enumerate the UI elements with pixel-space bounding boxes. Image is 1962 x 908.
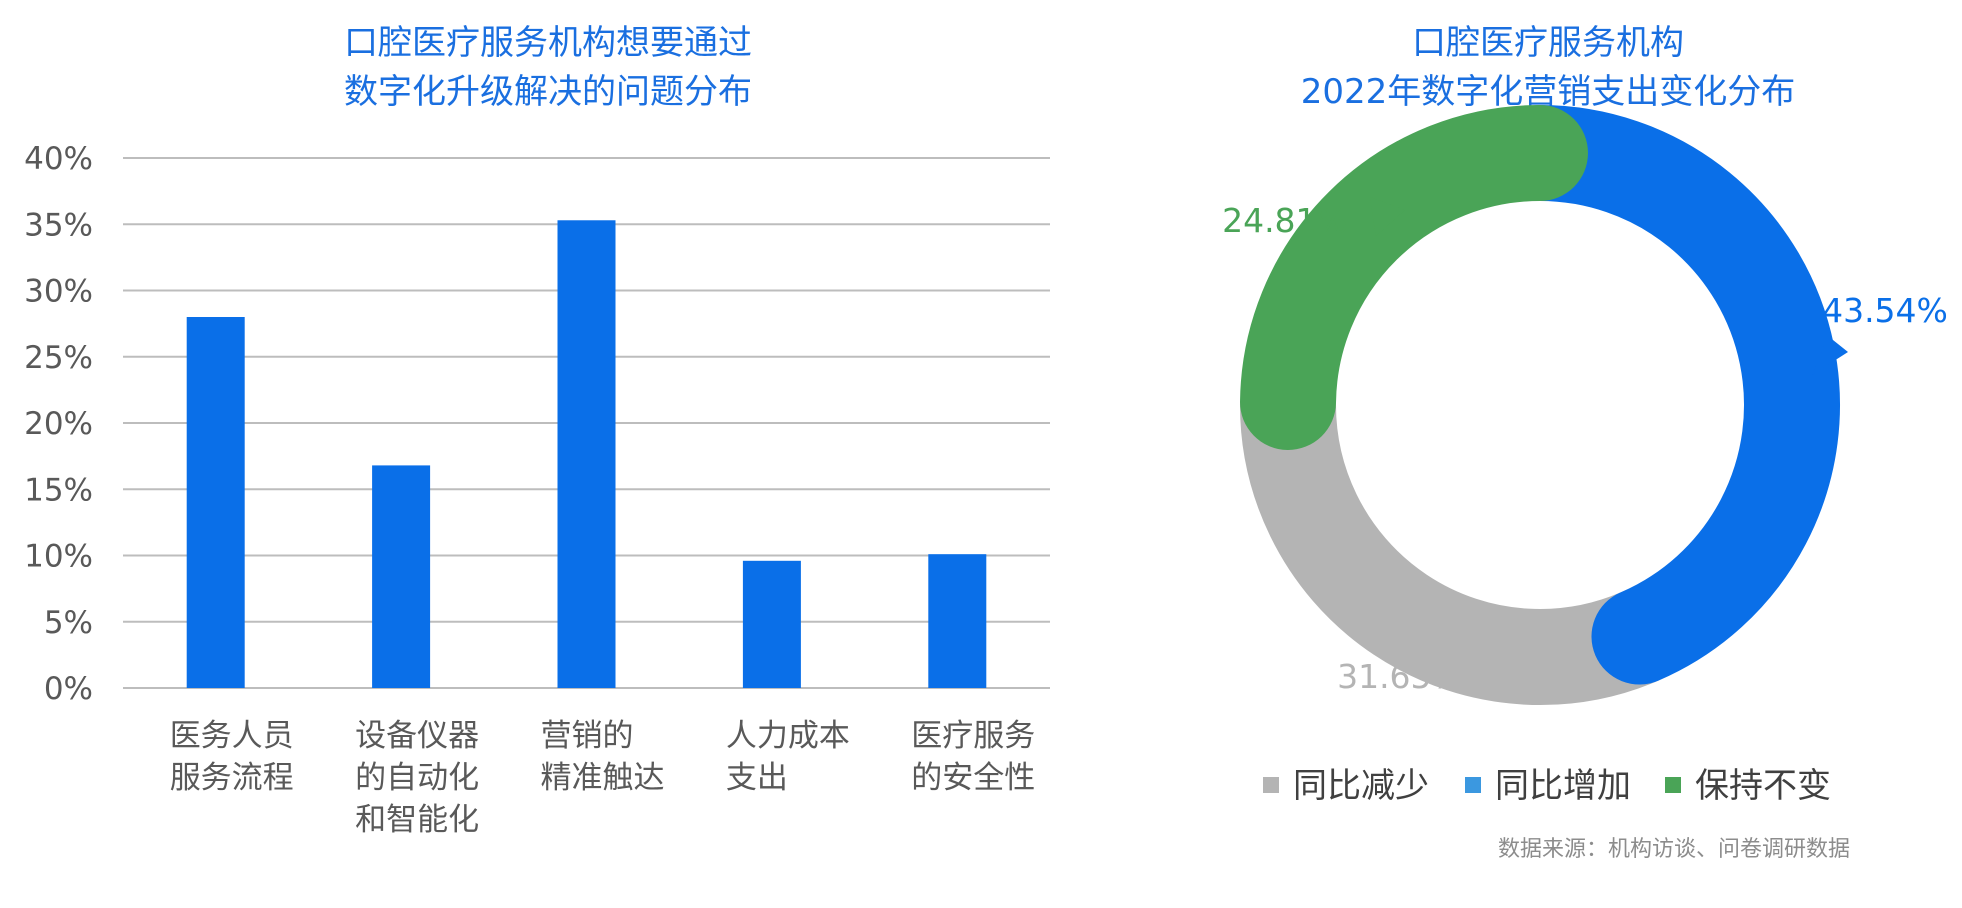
- legend-marker: [1263, 777, 1279, 793]
- bar: [557, 220, 616, 688]
- donut-slice: [1492, 105, 1840, 685]
- y-tick-label: 10%: [24, 539, 93, 575]
- bar: [186, 317, 245, 688]
- bar-chart-title-line-1: 口腔医疗服务机构想要通过: [344, 23, 752, 63]
- bar: [372, 465, 431, 688]
- donut-slice: [1240, 401, 1659, 705]
- y-tick-label: 35%: [24, 207, 93, 243]
- y-tick-label: 30%: [24, 274, 93, 310]
- x-tick-label: 人力成本: [726, 718, 850, 754]
- y-tick-label: 40%: [24, 141, 93, 177]
- x-tick-label: 营销的: [541, 718, 634, 754]
- y-tick-label: 25%: [24, 340, 93, 376]
- x-tick-label: 设备仪器: [355, 718, 479, 754]
- x-tick-label: 医务人员: [170, 718, 294, 754]
- callout-pointer: [1812, 336, 1848, 375]
- legend-label: 同比减少: [1293, 766, 1429, 806]
- donut-labels: 43.54% 31.65% 24.81%: [1222, 197, 1948, 696]
- callout-pointer: [1418, 615, 1452, 645]
- donut-slice: [1240, 105, 1588, 450]
- bar: [742, 560, 801, 688]
- source-note: 数据来源：机构访谈、问卷调研数据: [1498, 837, 1850, 862]
- callout-pointer: [1370, 197, 1405, 236]
- data-label: 43.54%: [1822, 291, 1948, 330]
- x-tick-label: 精准触达: [541, 760, 665, 796]
- x-tick-label: 和智能化: [355, 802, 479, 838]
- legend-label: 保持不变: [1695, 766, 1831, 806]
- x-tick-label: 服务流程: [170, 760, 294, 796]
- donut-chart: 口腔医疗服务机构 2022年数字化营销支出变化分布 43.54%31.65%24…: [1222, 23, 1948, 806]
- donut-legend: 同比减少 同比增加 保持不变: [1263, 766, 1831, 806]
- y-tick-label: 20%: [24, 406, 93, 442]
- y-tick-label: 5%: [44, 605, 93, 641]
- y-tick-label: 15%: [24, 472, 93, 508]
- bar-chart-y-axis: 0% 5% 10% 15% 20% 25% 30% 35% 40%: [24, 141, 93, 707]
- x-tick-label: 的自动化: [355, 760, 479, 796]
- y-tick-label: 0%: [44, 671, 93, 707]
- donut-slices: [1240, 105, 1840, 705]
- x-tick-label: 医疗服务: [911, 718, 1035, 754]
- bar: [928, 554, 987, 688]
- data-label: 31.65%: [1337, 657, 1463, 696]
- legend-label: 同比增加: [1495, 766, 1631, 806]
- donut-chart-title-line-1: 口腔医疗服务机构: [1412, 23, 1684, 63]
- bar-chart-title-line-2: 数字化升级解决的问题分布: [344, 72, 752, 112]
- legend-marker: [1465, 777, 1481, 793]
- bar-chart-bars: [186, 220, 987, 688]
- data-label: 24.81%: [1222, 201, 1348, 240]
- bar-chart: 口腔医疗服务机构想要通过 数字化升级解决的问题分布 0% 5% 10% 15% 20% 2…: [24, 23, 1050, 838]
- x-tick-label: 的安全性: [911, 760, 1035, 796]
- legend-marker: [1665, 777, 1681, 793]
- x-tick-label: 支出: [726, 760, 788, 796]
